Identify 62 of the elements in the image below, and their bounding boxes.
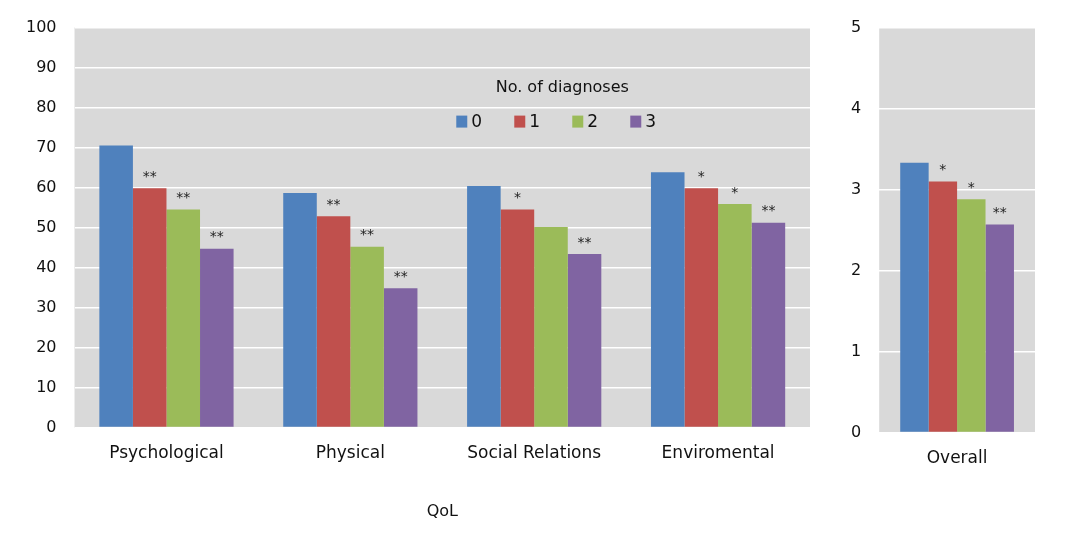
y-tick-label: 5	[850, 16, 862, 36]
data-label: **	[142, 167, 157, 184]
data-label: *	[731, 183, 739, 200]
y-tick-label: 0	[46, 416, 57, 436]
data-label: **	[577, 233, 592, 250]
y-tick-label: 80	[36, 96, 57, 116]
data-label: **	[176, 189, 191, 206]
data-label: **	[326, 195, 341, 212]
y-tick-label: 0	[850, 421, 862, 441]
y-tick-label: 2	[850, 259, 862, 279]
y-tick-label: 20	[36, 336, 57, 356]
bar	[928, 181, 958, 432]
x-axis-title: QoL	[426, 500, 458, 520]
bar	[957, 199, 986, 432]
bar	[467, 185, 501, 427]
legend-label: 0	[471, 111, 483, 132]
legend-label: 3	[645, 111, 657, 132]
y-tick-label: 3	[850, 178, 862, 198]
data-label: *	[697, 167, 705, 184]
x-tick-label: Physical	[315, 442, 385, 463]
bar	[166, 209, 201, 427]
bar	[383, 288, 418, 427]
x-tick-label: Social Relations	[467, 442, 602, 463]
y-tick-label: 50	[36, 216, 57, 236]
bar	[900, 162, 929, 432]
data-label: *	[939, 161, 947, 178]
bar	[500, 209, 535, 427]
data-label: **	[761, 202, 776, 219]
bar	[350, 246, 384, 427]
legend-title: No. of diagnoses	[495, 76, 629, 96]
bar	[718, 203, 752, 427]
y-tick-label: 100	[25, 16, 57, 36]
bar	[316, 216, 351, 427]
y-tick-label: 4	[850, 97, 862, 117]
bar	[751, 222, 786, 427]
legend-label: 2	[587, 111, 599, 132]
data-label: **	[393, 267, 408, 284]
y-tick-label: 40	[36, 256, 57, 276]
y-tick-label: 60	[36, 176, 57, 196]
y-tick-label: 70	[36, 136, 57, 156]
bar	[534, 227, 568, 427]
data-label: **	[209, 228, 224, 245]
bar	[567, 253, 602, 427]
data-label: *	[967, 178, 975, 195]
bar	[132, 188, 167, 427]
bar	[985, 224, 1014, 432]
x-tick-label: Overall	[926, 447, 988, 468]
y-tick-label: 90	[36, 56, 57, 76]
bar	[684, 188, 719, 427]
data-label: *	[513, 189, 521, 206]
bar	[99, 145, 133, 427]
bar	[283, 193, 317, 427]
y-tick-label: 30	[36, 296, 57, 316]
y-tick-label: 10	[36, 376, 57, 396]
legend-label: 1	[529, 111, 541, 132]
bar	[650, 172, 685, 427]
x-tick-label: Psychological	[109, 442, 224, 463]
data-label: **	[360, 226, 375, 243]
x-tick-label: Enviromental	[661, 442, 775, 463]
y-tick-label: 1	[850, 340, 862, 360]
bar	[200, 248, 234, 427]
data-label: **	[992, 204, 1007, 221]
